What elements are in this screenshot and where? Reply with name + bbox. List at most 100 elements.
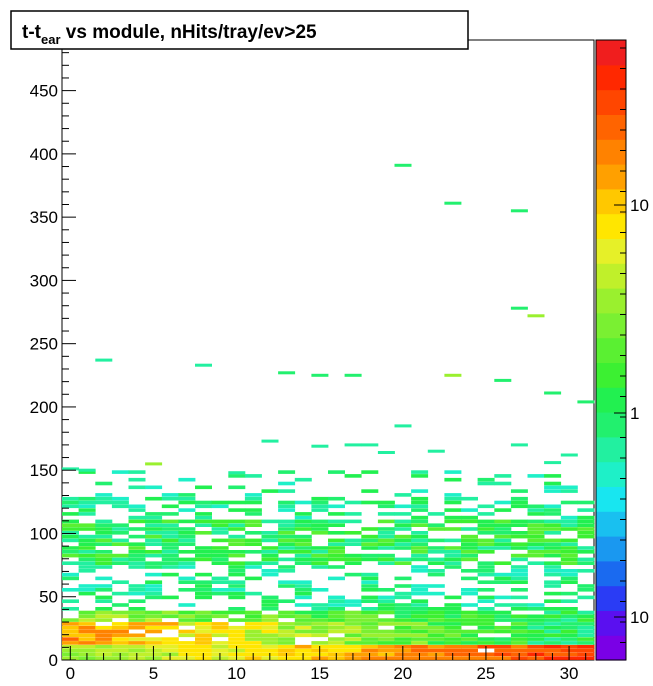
heatmap-cell — [244, 493, 262, 497]
heatmap-cell — [328, 519, 345, 524]
heatmap-cell — [128, 550, 146, 554]
heatmap-cell — [544, 637, 562, 641]
heatmap-cell — [62, 625, 79, 630]
heatmap-cell — [494, 580, 512, 584]
heatmap-cell — [527, 550, 545, 554]
heatmap-cell — [294, 477, 312, 482]
heatmap-cell — [244, 641, 262, 645]
heatmap-cell — [577, 531, 595, 535]
heatmap-cell — [95, 576, 113, 581]
heatmap-cell — [461, 644, 478, 649]
colorbar-segment — [596, 213, 626, 239]
heatmap-cell — [427, 648, 445, 653]
heatmap-cell — [328, 553, 345, 558]
heatmap-cell — [62, 496, 79, 501]
heatmap-cell — [178, 500, 196, 505]
colorbar-segment — [596, 188, 626, 215]
heatmap-cell — [195, 614, 212, 619]
heatmap-cell — [78, 561, 96, 565]
heatmap-cell — [278, 500, 296, 505]
heatmap-cell — [178, 580, 196, 584]
heatmap-cell — [494, 531, 512, 535]
heatmap-cell — [95, 531, 113, 535]
heatmap-cell — [477, 580, 495, 584]
heatmap-cell — [411, 629, 429, 634]
heatmap-cell — [228, 637, 246, 641]
heatmap-cell — [261, 561, 279, 565]
heatmap-cell — [544, 644, 562, 649]
heatmap-cell — [228, 591, 246, 596]
heatmap-cell — [377, 512, 395, 516]
heatmap-cell — [78, 523, 96, 527]
heatmap-cell — [510, 569, 528, 573]
heatmap-cell — [111, 527, 129, 531]
heatmap-cell — [311, 633, 329, 638]
heatmap-cell — [494, 648, 512, 653]
heatmap-cell — [78, 584, 96, 588]
x-tick-label: 15 — [310, 664, 329, 683]
heatmap-cell — [361, 588, 379, 592]
heatmap-cell — [294, 614, 312, 619]
heatmap-cell — [311, 618, 329, 622]
heatmap-cell — [294, 588, 312, 592]
heatmap-cell — [62, 629, 79, 634]
heatmap-cell — [178, 519, 196, 524]
heatmap-cell — [344, 474, 362, 478]
heatmap-cell — [427, 644, 445, 649]
heatmap-cell — [145, 629, 163, 634]
heatmap-cell — [228, 542, 246, 546]
heatmap-cell — [477, 618, 495, 622]
heatmap-cell — [544, 553, 562, 558]
heatmap-cell — [544, 391, 562, 395]
heatmap-cell — [278, 614, 296, 619]
heatmap-cell — [494, 538, 512, 543]
heatmap-cell — [477, 519, 495, 524]
heatmap-cell — [461, 519, 478, 524]
heatmap-cell — [178, 538, 196, 543]
heatmap-cell — [477, 572, 495, 577]
heatmap-cell — [510, 553, 528, 558]
heatmap-cell — [411, 531, 429, 535]
heatmap-cell — [560, 550, 578, 554]
heatmap-cell — [544, 527, 562, 531]
heatmap-cell — [461, 496, 478, 501]
heatmap-cell — [427, 625, 445, 630]
heatmap-cell — [161, 546, 179, 550]
heatmap-cell — [510, 644, 528, 649]
heatmap-cell — [95, 618, 113, 622]
heatmap-cell — [95, 633, 113, 638]
heatmap-cell — [62, 500, 79, 505]
heatmap-cell — [311, 625, 329, 630]
heatmap-cell — [195, 363, 212, 367]
title-subscript: ear — [41, 32, 61, 47]
heatmap-cell — [228, 485, 246, 490]
heatmap-cell — [78, 614, 96, 619]
heatmap-cell — [161, 531, 179, 535]
heatmap-cell — [161, 493, 179, 497]
heatmap-cell — [444, 614, 462, 619]
heatmap-cell — [560, 625, 578, 630]
heatmap-cell — [178, 561, 196, 565]
heatmap-cell — [477, 538, 495, 543]
heatmap-cell — [444, 373, 462, 377]
heatmap-cell — [444, 477, 462, 482]
heatmap-cell — [544, 485, 562, 490]
heatmap-cell — [394, 629, 412, 634]
heatmap-cell — [128, 534, 146, 539]
heatmap-cell — [510, 443, 528, 447]
heatmap-cell — [261, 489, 279, 493]
heatmap-cell — [527, 474, 545, 478]
heatmap-cell — [195, 595, 212, 600]
heatmap-cell — [145, 561, 163, 565]
heatmap-cell — [477, 561, 495, 565]
heatmap-cell — [244, 512, 262, 516]
heatmap-cell — [411, 607, 429, 611]
heatmap-cell — [361, 553, 379, 558]
heatmap-cell — [577, 595, 595, 600]
heatmap-cell — [328, 629, 345, 634]
heatmap-cell — [560, 610, 578, 615]
heatmap-cell — [78, 500, 96, 505]
heatmap-cell — [477, 477, 495, 482]
heatmap-cell — [344, 625, 362, 630]
x-tick-label: 10 — [227, 664, 246, 683]
